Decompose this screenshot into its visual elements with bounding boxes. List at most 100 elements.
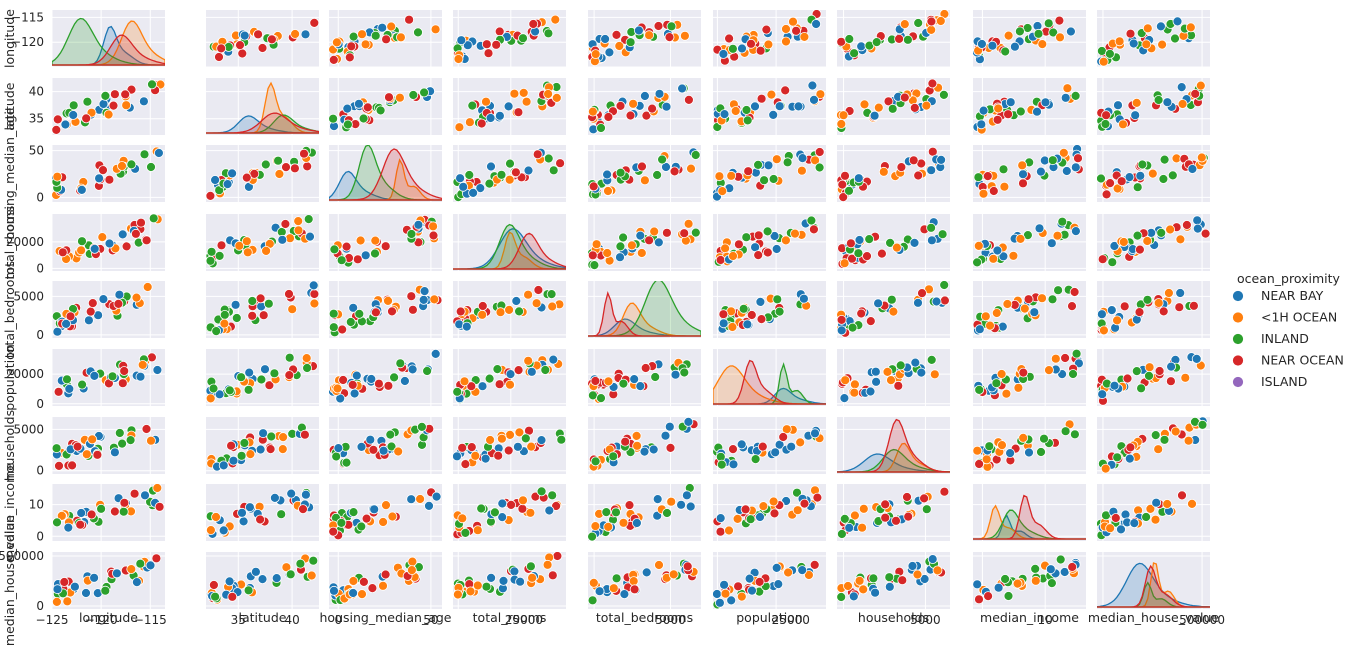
scatter-point: [484, 178, 495, 189]
scatter-point: [683, 218, 694, 229]
scatter-point: [413, 219, 424, 230]
scatter-point: [893, 380, 904, 391]
scatter-point: [1190, 89, 1201, 99]
scatter-point: [781, 235, 791, 246]
ytick-label: 0: [36, 261, 44, 275]
scatter-point: [837, 592, 847, 602]
scatter-point: [299, 429, 310, 440]
scatter-point: [799, 32, 810, 42]
scatter-point: [1170, 426, 1181, 437]
scatter-point: [295, 558, 306, 569]
scatter-point: [682, 490, 692, 501]
scatter-point: [902, 492, 912, 502]
scatter-point: [790, 228, 800, 239]
scatter-point: [632, 440, 642, 451]
scatter-point: [344, 52, 355, 63]
panel-total_rooms-vs-total_rooms: [453, 214, 566, 271]
scatter-point: [117, 229, 128, 240]
scatter-point: [121, 100, 132, 111]
scatter-point: [814, 162, 825, 173]
scatter-point: [255, 514, 266, 525]
scatter-point: [353, 98, 364, 109]
scatter-point: [753, 230, 764, 241]
legend-marker: [1232, 333, 1244, 345]
scatter-point: [1120, 509, 1131, 520]
scatter-point: [1134, 307, 1145, 318]
scatter-point: [513, 107, 524, 118]
scatter-point: [652, 494, 663, 505]
scatter-point: [329, 322, 339, 333]
panel-median_house_value-vs-longitude: [51, 552, 165, 609]
scatter-point: [746, 38, 756, 49]
scatter-point: [489, 507, 500, 518]
scatter-point: [131, 292, 142, 303]
legend-marker: [1232, 354, 1244, 367]
scatter-point: [227, 168, 238, 179]
scatter-point: [404, 14, 415, 25]
scatter-point: [513, 441, 523, 452]
panel-longitude-vs-latitude: [206, 10, 319, 68]
scatter-point: [140, 490, 150, 501]
scatter-point: [763, 39, 774, 50]
scatter-point: [797, 153, 808, 164]
scatter-point: [308, 555, 319, 566]
scatter-point: [152, 484, 163, 493]
scatter-point: [244, 502, 255, 513]
scatter-point: [547, 570, 558, 581]
scatter-point: [878, 166, 889, 177]
scatter-point: [1047, 294, 1058, 305]
axes-background: [453, 214, 566, 271]
scatter-point: [235, 40, 245, 50]
scatter-point: [992, 245, 1003, 256]
scatter-point: [1037, 293, 1047, 304]
ytick-label: −115: [11, 10, 44, 24]
scatter-point: [840, 375, 851, 386]
ytick-label: 35: [29, 112, 44, 126]
scatter-point: [1005, 448, 1015, 459]
scatter-point: [998, 251, 1009, 262]
scatter-point: [208, 580, 219, 590]
scatter-point: [387, 306, 397, 317]
scatter-point: [868, 573, 879, 584]
scatter-point: [1097, 254, 1108, 265]
scatter-point: [63, 522, 74, 533]
scatter-point: [386, 441, 397, 452]
scatter-point: [1067, 562, 1078, 572]
scatter-point: [736, 439, 747, 450]
legend-marker: [1232, 290, 1244, 302]
scatter-point: [148, 214, 159, 224]
scatter-point: [679, 367, 690, 378]
scatter-point: [302, 161, 313, 172]
scatter-point: [1142, 236, 1153, 246]
panel-population-vs-total_rooms: [453, 349, 566, 406]
scatter-point: [493, 450, 504, 461]
scatter-point: [1131, 98, 1142, 108]
scatter-point: [303, 214, 314, 225]
scatter-point: [768, 496, 779, 507]
scatter-point: [590, 456, 601, 467]
scatter-point: [206, 246, 217, 257]
xtick-label: −125: [36, 613, 69, 627]
scatter-point: [230, 299, 241, 310]
scatter-point: [1153, 298, 1164, 308]
scatter-point: [68, 100, 79, 111]
scatter-point: [370, 248, 380, 259]
scatter-point: [77, 236, 87, 247]
scatter-point: [525, 507, 536, 518]
scatter-point: [121, 241, 132, 252]
scatter-point: [1191, 353, 1202, 364]
scatter-point: [644, 30, 654, 41]
scatter-point: [734, 239, 744, 250]
panel-housing_median_age-vs-households: [837, 145, 950, 202]
panel-longitude-vs-longitude: [51, 10, 165, 68]
axes-background: [329, 349, 442, 406]
scatter-point: [837, 529, 847, 539]
scatter-point: [523, 165, 534, 176]
scatter-point: [937, 229, 948, 240]
scatter-point: [219, 318, 230, 329]
scatter-point: [604, 47, 615, 58]
panel-total_bedrooms-vs-median_house_value: [1097, 281, 1210, 338]
scatter-point: [1185, 22, 1196, 33]
scatter-point: [509, 88, 520, 99]
scatter-point: [269, 368, 280, 379]
